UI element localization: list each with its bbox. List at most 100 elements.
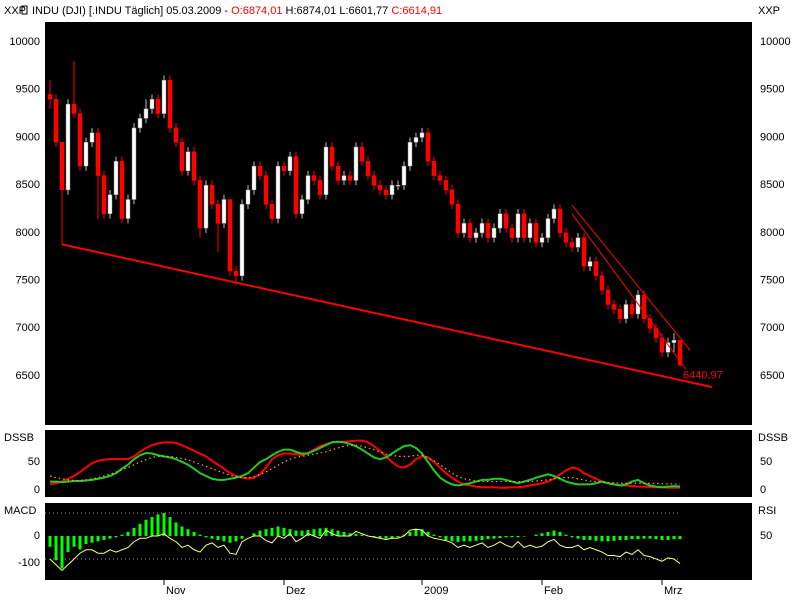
candle-body: [257, 165, 263, 176]
macd-bar: [546, 531, 550, 536]
macd-bar: [636, 535, 640, 540]
candle-body: [143, 108, 149, 119]
indicator-line: [49, 444, 681, 485]
x-tick-label: Nov: [166, 585, 186, 597]
candle-body: [305, 175, 311, 200]
indicator-line: [49, 439, 680, 489]
candle-body: [413, 137, 419, 143]
trend-line: [571, 204, 691, 351]
macd-bar: [222, 535, 226, 542]
macd-bar: [276, 526, 280, 536]
macd-bar: [498, 535, 502, 539]
macd-bar: [330, 529, 334, 536]
macd-bar: [612, 535, 616, 541]
axis-label: DSSB: [4, 432, 34, 444]
macd-bar: [60, 535, 64, 569]
candle-body: [101, 175, 107, 215]
candle-body: [629, 304, 635, 315]
macd-bar: [84, 535, 88, 545]
macd-bar: [342, 531, 346, 536]
candle-body: [371, 175, 377, 186]
macd-bar: [96, 535, 100, 542]
candle-body: [287, 156, 293, 172]
candle-body: [95, 132, 101, 176]
macd-bar: [114, 535, 118, 538]
candle-body: [497, 213, 503, 229]
candle-body: [269, 204, 275, 219]
candle-body: [77, 113, 83, 167]
candle-body: [539, 237, 545, 243]
axis-label: XXP: [758, 5, 780, 17]
macd-bar: [444, 535, 448, 541]
macd-bar: [564, 534, 568, 536]
macd-bar: [138, 523, 142, 536]
macd-bar: [474, 535, 478, 541]
y-tick-label: 7500: [760, 275, 784, 287]
macd-bar: [408, 531, 412, 536]
candle-body: [569, 242, 575, 248]
x-tick-label: 2009: [424, 585, 448, 597]
macd-bar: [288, 529, 292, 536]
macd-bar: [324, 527, 328, 536]
macd-bar: [648, 535, 652, 539]
macd-bar: [390, 535, 394, 539]
macd-bar: [168, 517, 172, 536]
candle-body: [677, 340, 683, 366]
candle-body: [59, 141, 65, 191]
candle-body: [449, 189, 455, 205]
candle-body: [491, 227, 497, 238]
candle-body: [311, 175, 317, 181]
macd-bar: [396, 535, 400, 538]
candle-body: [251, 165, 257, 191]
macd-bar: [624, 535, 628, 541]
macd-bar: [120, 534, 124, 536]
trend-line: [571, 213, 687, 370]
y-tick-label: 50: [760, 530, 772, 542]
y-tick-label: 9000: [16, 131, 40, 143]
y-tick-label: 6500: [16, 370, 40, 382]
candle-body: [359, 146, 365, 162]
macd-bar: [486, 535, 490, 540]
macd-bar: [540, 533, 544, 536]
macd-bar: [78, 535, 82, 550]
candle-body: [533, 223, 539, 243]
candle-body: [611, 304, 617, 310]
macd-bar: [516, 535, 520, 538]
candle-body: [479, 223, 485, 234]
candle-body: [191, 151, 197, 181]
candle-body: [131, 127, 137, 200]
macd-bar: [576, 535, 580, 539]
candle-body: [53, 99, 59, 143]
candle-body: [347, 175, 353, 181]
candle-body: [113, 161, 119, 195]
macd-bar: [594, 535, 598, 541]
candle-body: [71, 103, 77, 114]
macd-bar: [534, 534, 538, 536]
candle-body: [593, 261, 599, 277]
x-tick-label: Mrz: [664, 585, 682, 597]
candle-body: [623, 304, 629, 320]
macd-bar: [144, 519, 148, 536]
macd-bar: [606, 535, 610, 542]
macd-bar: [306, 530, 310, 536]
candle-body: [509, 227, 515, 238]
macd-bar: [414, 529, 418, 536]
candle-body: [107, 194, 113, 215]
candle-body: [293, 156, 299, 215]
y-tick-label: 9500: [760, 84, 784, 96]
candle-body: [323, 146, 329, 195]
candle-body: [587, 261, 593, 267]
chart-header: INDU (DJI) [.INDU Täglich] 05.03.2009 - …: [32, 5, 442, 17]
y-tick-label: 9500: [16, 84, 40, 96]
candle-body: [161, 79, 167, 114]
candle-body: [209, 184, 215, 205]
macd-bar: [174, 522, 178, 536]
price-panel: [45, 22, 752, 425]
macd-bar: [354, 533, 358, 536]
macd-bar: [186, 529, 190, 536]
macd-bar: [300, 530, 304, 536]
symbol-icon: [21, 5, 28, 15]
candle-body: [119, 161, 125, 219]
candle-body: [389, 184, 395, 195]
